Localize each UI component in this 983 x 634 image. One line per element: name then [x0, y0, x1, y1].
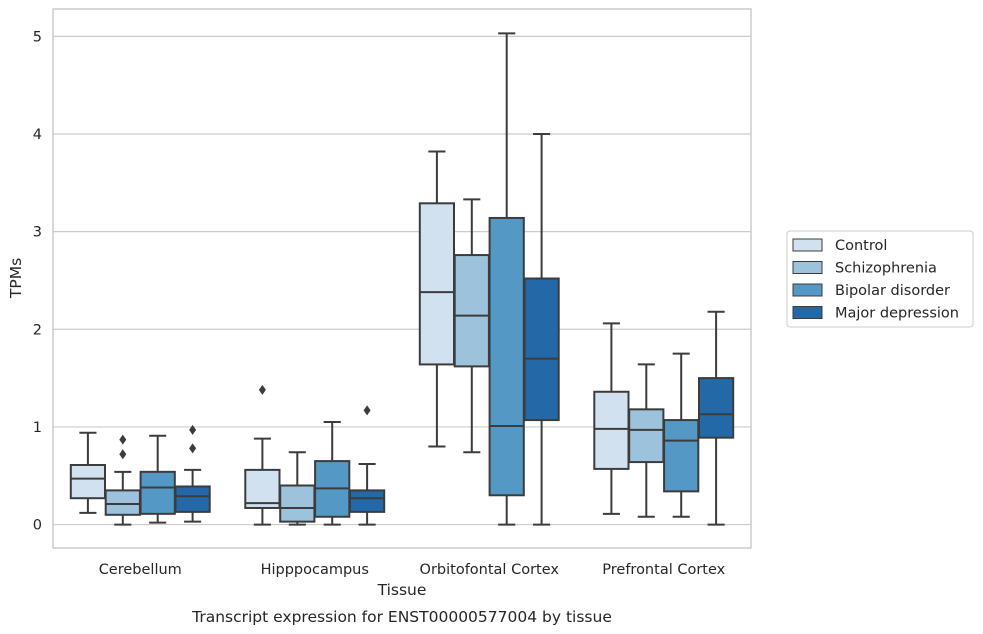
- legend-swatch: [792, 306, 823, 319]
- box-plot: [244, 384, 281, 526]
- box-plot: [139, 434, 176, 524]
- outlier-point: [119, 434, 127, 445]
- box-iqr: [348, 489, 386, 513]
- chart-caption: Transcript expression for ENST0000057700…: [191, 608, 612, 626]
- legend-item: Control: [792, 238, 887, 254]
- y-tick-label: 0: [33, 518, 42, 534]
- x-tick-label: Cerebellum: [99, 562, 182, 578]
- legend-label: Major depression: [835, 306, 959, 322]
- legend-item: Major depression: [792, 306, 959, 322]
- legend-item: Schizophrenia: [792, 261, 937, 277]
- legend-label: Control: [835, 238, 887, 254]
- box-plot: [453, 198, 490, 454]
- legend-frame: [786, 230, 974, 328]
- legend: Control Schizophrenia Bipolar disorder Majo…: [786, 230, 974, 328]
- legend-swatch: [792, 238, 823, 252]
- y-tick-label: 5: [33, 29, 42, 45]
- x-tick-label: Prefrontal Cortex: [602, 562, 725, 578]
- box-iqr: [244, 468, 281, 509]
- box-iqr: [697, 377, 735, 439]
- box-plot: [697, 310, 735, 526]
- plot-frame: [52, 8, 752, 549]
- box-iqr: [488, 216, 525, 497]
- box-plot: [174, 424, 211, 523]
- outlier-point: [189, 424, 197, 435]
- y-tick-label: 2: [33, 322, 42, 338]
- x-tick-label: Orbitofontal Cortex: [420, 562, 560, 578]
- box-plot: [593, 322, 630, 515]
- box-plot: [488, 32, 525, 526]
- box-iqr: [139, 470, 176, 515]
- legend-label: Bipolar disorder: [835, 283, 950, 299]
- box-iqr: [453, 254, 490, 368]
- box-plot: [314, 421, 351, 526]
- legend-swatch: [792, 261, 823, 274]
- box-plot: [348, 405, 386, 526]
- gridlines: [53, 35, 751, 526]
- y-axis-label: TPMs: [7, 258, 25, 299]
- y-axis-ticks: 0 1 2 3 4 5: [33, 29, 42, 533]
- y-tick-label: 1: [33, 420, 42, 436]
- box-plot: [663, 352, 700, 518]
- box-iqr: [104, 489, 141, 516]
- legend-label: Schizophrenia: [835, 261, 937, 277]
- box-iqr: [523, 277, 560, 422]
- box-iqr: [69, 464, 107, 500]
- x-tick-label: Hipppocampus: [261, 562, 369, 578]
- legend-item: Bipolar disorder: [792, 283, 950, 299]
- legend-swatch: [792, 283, 823, 297]
- box-iqr: [279, 484, 316, 523]
- box-plot: [628, 363, 665, 518]
- box-iqr: [663, 419, 700, 493]
- box-plot: [104, 434, 141, 526]
- outlier-point: [258, 384, 266, 395]
- y-tick-label: 4: [33, 127, 42, 143]
- box-plots: [69, 32, 735, 526]
- y-tick-label: 3: [33, 225, 42, 241]
- x-axis-ticks: Cerebellum Hipppocampus Orbitofontal Corte…: [99, 562, 726, 578]
- x-axis-label: Tissue: [377, 581, 427, 599]
- box-iqr: [174, 485, 211, 513]
- box-iqr: [628, 408, 665, 464]
- outlier-point: [119, 449, 127, 460]
- box-plot: [523, 132, 560, 526]
- outlier-point: [363, 405, 371, 416]
- box-iqr: [593, 390, 630, 470]
- box-plot: [418, 150, 456, 448]
- outlier-point: [189, 443, 197, 454]
- box-iqr: [418, 202, 456, 366]
- box-plot: [279, 451, 316, 526]
- box-plot: [69, 431, 107, 514]
